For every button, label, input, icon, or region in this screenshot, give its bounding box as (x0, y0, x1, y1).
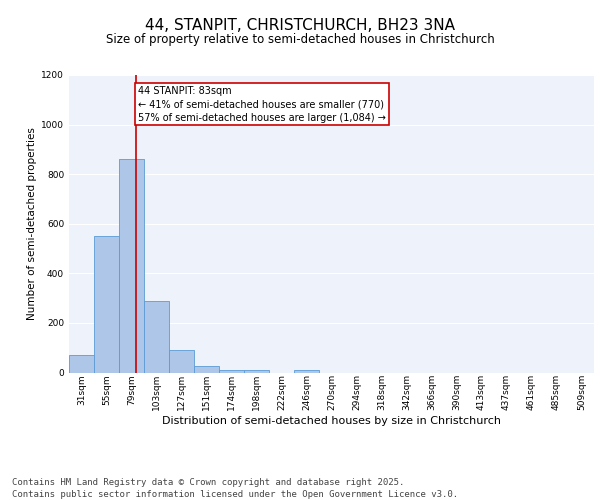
Text: Contains HM Land Registry data © Crown copyright and database right 2025.
Contai: Contains HM Land Registry data © Crown c… (12, 478, 458, 499)
Bar (194, 366, 219, 372)
Bar (119, 160, 144, 372)
Bar (244, 370, 269, 372)
Bar (144, 300, 169, 372)
Bar (169, 350, 194, 372)
Y-axis label: Number of semi-detached properties: Number of semi-detached properties (27, 128, 37, 320)
Text: 44 STANPIT: 83sqm
← 41% of semi-detached houses are smaller (770)
57% of semi-de: 44 STANPIT: 83sqm ← 41% of semi-detached… (138, 86, 386, 122)
Bar (69, 355, 94, 372)
X-axis label: Distribution of semi-detached houses by size in Christchurch: Distribution of semi-detached houses by … (162, 416, 501, 426)
Bar (94, 236, 119, 372)
Text: Size of property relative to semi-detached houses in Christchurch: Size of property relative to semi-detach… (106, 32, 494, 46)
Text: 44, STANPIT, CHRISTCHURCH, BH23 3NA: 44, STANPIT, CHRISTCHURCH, BH23 3NA (145, 18, 455, 32)
Bar (294, 370, 319, 372)
Bar (219, 370, 244, 372)
